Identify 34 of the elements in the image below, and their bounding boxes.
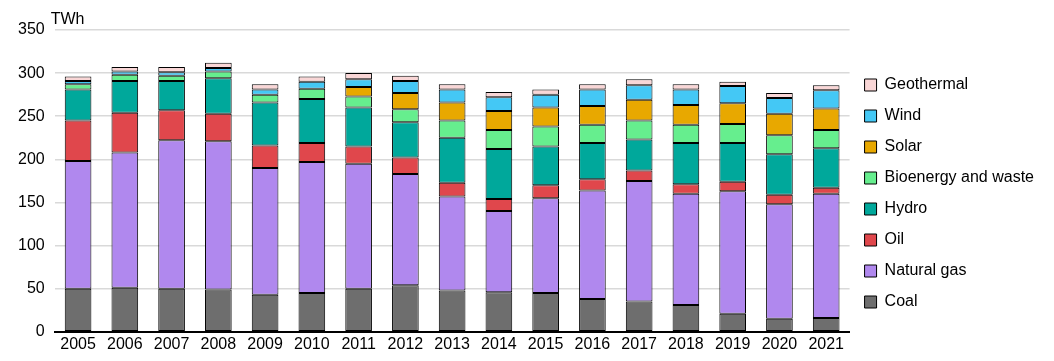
y-tick-label: 150	[17, 192, 45, 210]
x-tick-label: 2006	[107, 334, 143, 352]
x-tick-label: 2020	[761, 334, 798, 352]
legend-label: Geothermal	[884, 75, 969, 93]
x-tick-label: 2012	[387, 334, 424, 352]
y-tick-label: 350	[17, 20, 45, 38]
x-tick-label: 2005	[60, 334, 96, 352]
x-tick-label: 2007	[153, 334, 190, 352]
x-tick-label: 2019	[714, 334, 751, 352]
legend-label: Natural gas	[884, 261, 967, 279]
x-tick-label: 2010	[294, 334, 330, 352]
x-tick-label: 2011	[341, 334, 376, 352]
x-tick-label: 2014	[481, 334, 517, 352]
legend-label: Coal	[884, 292, 918, 310]
y-axis-title: TWh	[50, 10, 85, 28]
x-tick-label: 2008	[200, 334, 237, 352]
x-tick-label: 2013	[434, 334, 471, 352]
y-tick-label: 200	[17, 149, 45, 167]
y-tick-label: 50	[26, 279, 45, 297]
x-tick-label: 2016	[574, 334, 611, 352]
x-tick-label: 2021	[808, 334, 845, 352]
x-tick-label: 2009	[247, 334, 283, 352]
legend-label: Wind	[884, 106, 922, 124]
y-tick-label: 250	[17, 106, 45, 124]
legend-label: Bioenergy and waste	[884, 168, 1035, 186]
x-tick-label: 2017	[621, 334, 658, 352]
legend-label: Oil	[884, 230, 905, 248]
legend-label: Hydro	[884, 199, 928, 217]
x-tick-label: 2018	[668, 334, 704, 352]
y-tick-label: 300	[17, 63, 45, 81]
legend-label: Solar	[884, 137, 923, 155]
y-tick-label: 0	[35, 322, 45, 340]
x-tick-label: 2015	[527, 334, 564, 352]
y-tick-label: 100	[17, 235, 45, 253]
